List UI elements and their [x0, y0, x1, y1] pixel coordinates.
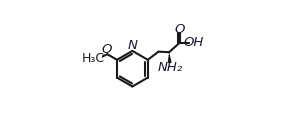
Text: NH₂: NH₂ — [158, 61, 183, 74]
Text: O: O — [102, 43, 112, 56]
Text: OH: OH — [183, 36, 204, 49]
Text: H₃C: H₃C — [82, 52, 105, 65]
Text: O: O — [174, 23, 184, 36]
Text: N: N — [128, 39, 137, 52]
